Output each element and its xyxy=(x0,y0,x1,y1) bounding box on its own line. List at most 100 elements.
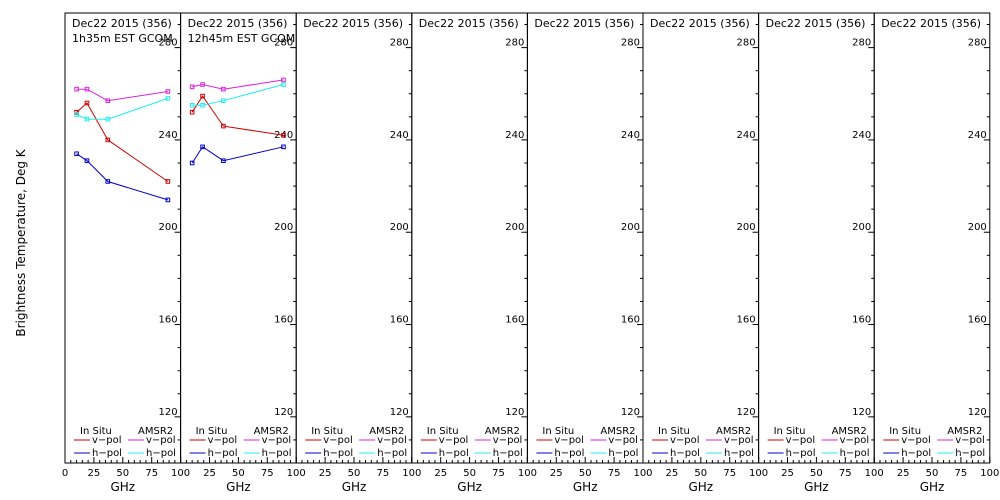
data-point-amsr2_v xyxy=(200,82,205,87)
data-point-insitu_h xyxy=(221,158,226,163)
x-tick-label: 50 xyxy=(926,468,939,479)
legend-amsr2-v-pol-label: v−pol xyxy=(724,435,754,446)
data-point-insitu_v xyxy=(165,179,171,184)
legend-insitu-h-pol-label: h−pol xyxy=(554,448,584,459)
x-tick-label: 100 xyxy=(749,468,768,479)
x-tick-label: 50 xyxy=(694,468,707,479)
y-tick-label: 200 xyxy=(968,222,987,233)
y-tick-label: 240 xyxy=(390,130,409,141)
y-tick-label: 240 xyxy=(621,130,640,141)
y-tick-label: 160 xyxy=(852,315,871,326)
y-tick-label: 240 xyxy=(737,130,756,141)
y-tick-label: 160 xyxy=(621,315,640,326)
panel-time: 12h45m EST GCOM xyxy=(188,32,296,45)
legend-amsr2-h-pol-label: h−pol xyxy=(955,448,985,459)
panel-date: Dec22 2015 (356) xyxy=(650,17,750,30)
y-tick-label: 120 xyxy=(737,407,756,418)
legend-amsr2-title: AMSR2 xyxy=(947,426,982,437)
data-point-amsr2_v xyxy=(165,89,171,94)
x-axis-label: GHz xyxy=(920,480,945,494)
legend-amsr2-h-pol-label: h−pol xyxy=(840,448,870,459)
data-point-insitu_v xyxy=(200,93,205,99)
panel-3: Dec22 2015 (356) 120 160 200 240 280 100 25 50 75… xyxy=(287,12,413,494)
x-axis-label: GHz xyxy=(688,480,713,494)
chart-panels: Dec22 2015 (356) 1h35m EST GCOM 120 160 200 2… xyxy=(62,12,999,494)
panel-frame xyxy=(295,12,413,464)
legend-insitu-title: In Situ xyxy=(774,426,806,437)
data-point-amsr2_v xyxy=(84,86,90,92)
series-line-amsr2_v xyxy=(76,88,168,102)
data-point-amsr2_h xyxy=(189,103,195,108)
y-tick-label: 120 xyxy=(390,407,409,418)
y-tick-label: 240 xyxy=(274,130,293,141)
y-tick-label: 280 xyxy=(968,38,987,49)
legend-amsr2-title: AMSR2 xyxy=(369,426,404,437)
panel-frame xyxy=(411,12,528,464)
x-tick-label: 25 xyxy=(203,468,216,479)
y-tick-label: 120 xyxy=(159,407,178,418)
x-axis-label: GHz xyxy=(804,480,829,494)
x-tick-label: 25 xyxy=(434,468,447,479)
x-tick-label: 50 xyxy=(348,468,361,479)
y-tick-label: 240 xyxy=(505,130,524,141)
y-tick-label: 200 xyxy=(274,222,293,233)
y-tick-label: 280 xyxy=(390,38,409,49)
x-tick-label: 75 xyxy=(723,468,736,479)
series-line-insitu_v xyxy=(191,95,284,136)
series-line-amsr2_v xyxy=(192,79,284,90)
legend-insitu-title: In Situ xyxy=(196,426,228,437)
x-tick-label: 100 xyxy=(171,468,190,479)
y-tick-label: 120 xyxy=(852,407,871,418)
legend-amsr2-title: AMSR2 xyxy=(832,426,867,437)
legend-insitu-title: In Situ xyxy=(427,426,459,437)
y-tick-label: 280 xyxy=(274,38,293,49)
legend-insitu-title: In Situ xyxy=(889,426,921,437)
series-line-amsr2_h xyxy=(76,97,169,120)
y-tick-label: 200 xyxy=(852,222,871,233)
data-point-insitu_v xyxy=(105,137,111,143)
panel-frame xyxy=(526,12,644,464)
panel-7: Dec22 2015 (356) 120 160 200 240 280 100 25 50 75… xyxy=(749,12,875,494)
panel-date: Dec22 2015 (356) xyxy=(881,17,981,30)
data-point-amsr2_h xyxy=(84,116,90,122)
data-point-amsr2_h xyxy=(221,98,226,103)
y-tick-label: 280 xyxy=(852,38,871,49)
legend-amsr2-h-pol-label: h−pol xyxy=(724,448,754,459)
x-axis-label: GHz xyxy=(573,480,598,494)
panel-date: Dec22 2015 (356) xyxy=(534,17,634,30)
data-point-insitu_v xyxy=(221,123,226,129)
y-tick-label: 160 xyxy=(968,315,987,326)
legend-insitu-h-pol-label: h−pol xyxy=(786,448,816,459)
legend-insitu-v-pol-label: v−pol xyxy=(323,435,353,446)
x-axis-label: GHz xyxy=(457,480,482,494)
y-tick-label: 120 xyxy=(505,407,524,418)
legend-amsr2-v-pol-label: v−pol xyxy=(493,435,523,446)
y-tick-label: 280 xyxy=(505,38,524,49)
series-line-insitu_h xyxy=(191,146,284,164)
legend-amsr2-v-pol-label: v−pol xyxy=(146,435,176,446)
data-point-amsr2_v xyxy=(281,77,286,83)
data-point-insitu_h xyxy=(189,160,195,166)
y-tick-label: 240 xyxy=(852,130,871,141)
x-tick-label: 75 xyxy=(261,468,274,479)
panel-2: Dec22 2015 (356) 12h45m EST GCOM 120 160 200… xyxy=(171,12,297,494)
data-point-insitu_h xyxy=(200,144,205,150)
x-tick-label: 0 xyxy=(62,468,68,479)
data-point-amsr2_v xyxy=(105,98,111,103)
legend-insitu-v-pol-label: v−pol xyxy=(786,435,816,446)
y-tick-label: 160 xyxy=(159,315,178,326)
legend-amsr2-v-pol-label: v−pol xyxy=(262,435,292,446)
legend-insitu-v-pol-label: v−pol xyxy=(901,435,931,446)
legend-insitu-h-pol-label: h−pol xyxy=(208,448,238,459)
x-tick-label: 75 xyxy=(839,468,852,479)
data-point-amsr2_h xyxy=(105,116,111,122)
y-tick-label: 240 xyxy=(159,130,178,141)
x-tick-label: 100 xyxy=(980,468,999,479)
legend-insitu-v-pol-label: v−pol xyxy=(208,435,238,446)
legend-amsr2-v-pol-label: v−pol xyxy=(608,435,638,446)
x-tick-label: 75 xyxy=(955,468,968,479)
x-tick-label: 25 xyxy=(319,468,332,479)
x-tick-label: 100 xyxy=(865,468,884,479)
legend-insitu-h-pol-label: h−pol xyxy=(439,448,469,459)
x-tick-label: 25 xyxy=(897,468,910,479)
